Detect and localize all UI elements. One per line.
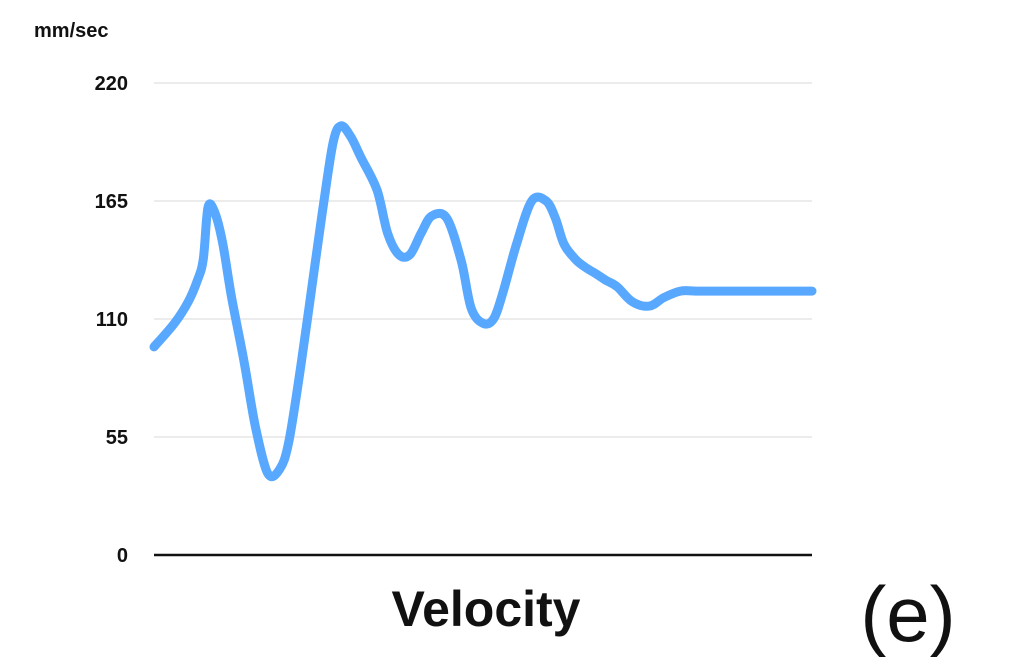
chart-title: Velocity [392, 581, 581, 637]
series-line-velocity [149, 121, 817, 482]
y-tick-label-165: 165 [95, 191, 128, 213]
y-axis-unit-label: mm/sec [34, 20, 109, 42]
y-tick-label-0: 0 [117, 545, 128, 567]
y-tick-label-55: 55 [106, 427, 128, 449]
y-tick-label-110: 110 [96, 309, 128, 331]
y-tick-labels: 0 55 110 165 220 [95, 73, 128, 567]
gridlines [154, 82, 812, 438]
y-tick-label-220: 220 [95, 73, 128, 95]
panel-label: (e) [860, 570, 955, 658]
